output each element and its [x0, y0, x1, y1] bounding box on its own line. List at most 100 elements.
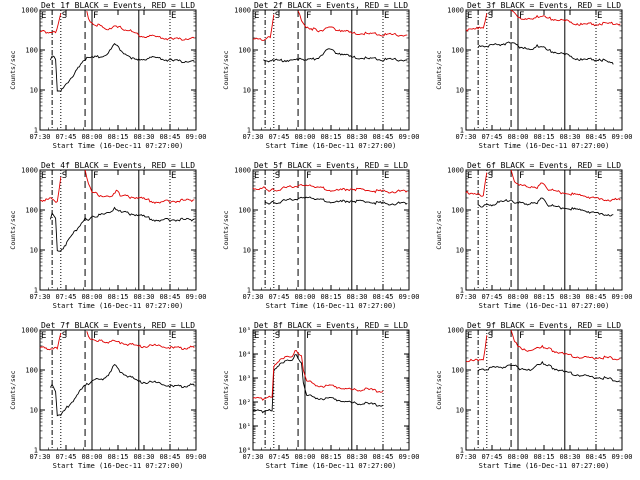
y-axis-label: Counts/sec [435, 210, 443, 249]
lld-series-line [84, 169, 195, 204]
x-tick-label: 08:00 [507, 293, 528, 301]
phase-marker-E: E [41, 11, 46, 21]
phase-marker-E: E [384, 171, 389, 181]
lld-series-line [39, 332, 62, 351]
x-tick-label: 07:45 [481, 453, 502, 461]
lld-series-line [510, 9, 621, 27]
events-series-line [263, 48, 408, 63]
y-tick-label: 10 [456, 247, 464, 255]
phase-marker-S: S [275, 11, 280, 21]
x-axis-label: Start Time (16-Dec-11 07:27:00) [266, 462, 397, 470]
x-tick-label: 07:45 [481, 293, 502, 301]
phase-marker-F: F [519, 11, 524, 21]
phase-marker-E: E [597, 171, 602, 181]
x-tick-label: 07:30 [455, 133, 476, 141]
x-tick-label: 08:45 [585, 453, 606, 461]
phase-marker-E: E [171, 171, 176, 181]
panel-det-7f: Det 7f BLACK = Events, RED = LLD 1 10 100 10… [9, 321, 207, 470]
phase-marker-E: E [254, 11, 259, 21]
panel-title: Det 9f BLACK = Events, RED = LLD [467, 321, 621, 330]
x-tick-label: 07:30 [455, 453, 476, 461]
x-axis-label: Start Time (16-Dec-11 07:27:00) [266, 142, 397, 150]
lld-series-line [252, 350, 384, 401]
y-tick-label: 10 [30, 87, 38, 95]
x-tick-label: 09:00 [611, 133, 632, 141]
plot-frame [465, 9, 623, 131]
events-series-line [477, 41, 614, 65]
plot-frame [252, 169, 410, 291]
y-tick-label: 1000 [21, 167, 38, 175]
lld-series-line [39, 176, 62, 203]
lld-series-line [510, 330, 621, 361]
y-tick-label: 100 [451, 47, 464, 55]
phase-marker-S: S [62, 11, 67, 21]
plot-frame [252, 9, 410, 131]
phase-marker-E: E [171, 11, 176, 21]
x-tick-label: 08:15 [107, 453, 128, 461]
phase-marker-F: F [519, 331, 524, 341]
x-axis-label: Start Time (16-Dec-11 07:27:00) [53, 142, 184, 150]
phase-marker-S: S [62, 171, 67, 181]
y-tick-label: 1000 [21, 327, 38, 335]
x-tick-label: 07:30 [455, 293, 476, 301]
phase-marker-S: S [275, 171, 280, 181]
x-tick-label: 08:30 [346, 453, 367, 461]
x-tick-label: 08:15 [320, 133, 341, 141]
panel-title: Det 3f BLACK = Events, RED = LLD [467, 1, 621, 10]
x-tick-label: 08:00 [294, 453, 315, 461]
phase-marker-F: F [306, 11, 311, 21]
y-tick-label: 1000 [447, 327, 464, 335]
y-tick-label: 1000 [447, 167, 464, 175]
x-tick-label: 08:15 [320, 453, 341, 461]
x-axis-label: Start Time (16-Dec-11 07:27:00) [266, 302, 397, 310]
x-tick-label: 08:15 [107, 293, 128, 301]
x-tick-label: 08:15 [320, 293, 341, 301]
phase-marker-F: F [93, 11, 98, 21]
x-tick-label: 07:45 [268, 293, 289, 301]
phase-marker-E: E [254, 331, 259, 341]
y-tick-label: 10⁴ [238, 351, 251, 359]
y-tick-label: 1000 [234, 167, 251, 175]
phase-marker-S: S [488, 11, 493, 21]
y-tick-label: 1000 [234, 7, 251, 15]
events-series-line [477, 360, 621, 383]
panel-title: Det 1f BLACK = Events, RED = LLD [41, 1, 195, 10]
y-tick-label: 1 [34, 447, 38, 455]
events-series-line [50, 364, 195, 417]
lld-series-line [465, 172, 488, 197]
lld-series-line [252, 14, 275, 41]
y-tick-label: 10³ [238, 375, 251, 383]
plot-frame [39, 9, 197, 131]
phase-marker-E: E [41, 171, 46, 181]
x-tick-label: 07:30 [242, 133, 263, 141]
y-tick-label: 1 [460, 287, 464, 295]
x-tick-label: 09:00 [611, 453, 632, 461]
x-axis-label: Start Time (16-Dec-11 07:27:00) [53, 462, 184, 470]
y-tick-label: 10 [243, 247, 251, 255]
panel-title: Det 8f BLACK = Events, RED = LLD [254, 321, 408, 330]
x-tick-label: 09:00 [185, 293, 206, 301]
phase-marker-E: E [597, 11, 602, 21]
x-tick-label: 09:00 [398, 133, 419, 141]
phase-marker-F: F [306, 331, 311, 341]
panel-title: Det 5f BLACK = Events, RED = LLD [254, 161, 408, 170]
lld-series-line [86, 11, 195, 41]
y-tick-label: 10 [30, 407, 38, 415]
y-tick-label: 10⁰ [238, 447, 251, 455]
x-tick-label: 07:45 [55, 133, 76, 141]
x-tick-label: 08:00 [507, 453, 528, 461]
phase-marker-S: S [488, 331, 493, 341]
x-tick-label: 07:45 [481, 133, 502, 141]
x-tick-label: 08:45 [159, 293, 180, 301]
x-tick-label: 08:15 [107, 133, 128, 141]
y-tick-label: 100 [451, 207, 464, 215]
events-series-line [49, 43, 195, 92]
y-tick-label: 100 [238, 207, 251, 215]
plot-frame [465, 169, 623, 291]
phase-marker-F: F [93, 171, 98, 181]
events-series-line [264, 196, 408, 206]
y-axis-label: Counts/sec [9, 210, 17, 249]
lld-series-line [86, 331, 195, 350]
y-tick-label: 1 [34, 287, 38, 295]
